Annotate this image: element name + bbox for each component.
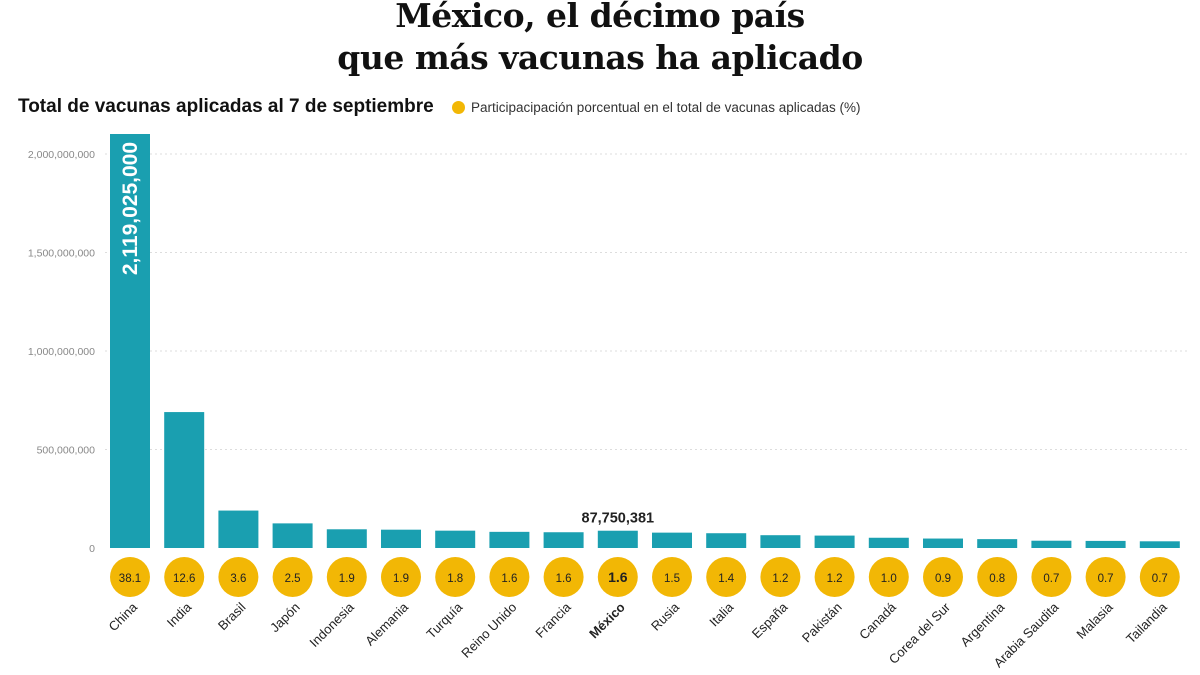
bar-arabia-saudita [1031, 540, 1072, 548]
bar-turquía [435, 530, 476, 548]
percent-label: 1.0 [881, 573, 897, 585]
legend: Participacipación porcentual en el total… [452, 100, 860, 115]
bar-méxico [597, 530, 638, 548]
percent-circle [110, 557, 150, 597]
percent-label: 1.9 [339, 573, 355, 585]
percent-label: 0.7 [1098, 573, 1114, 585]
percent-label: 3.6 [230, 573, 246, 585]
bar-tailandia [1139, 541, 1180, 548]
bar-canadá [868, 537, 909, 548]
percent-label: 1.6 [501, 573, 517, 585]
percent-circle [381, 557, 421, 597]
category-label: Francia [532, 599, 574, 641]
percent-label: 1.8 [447, 573, 463, 585]
percent-circle [597, 557, 638, 597]
percent-circle [326, 557, 367, 597]
data-label-china: 2,119,025,000 [119, 142, 142, 275]
percent-label: 38.1 [119, 573, 141, 585]
percent-circle [272, 557, 313, 597]
percent-circle [706, 557, 747, 597]
percent-circle [164, 557, 205, 597]
category-label: Reino Unido [458, 600, 519, 661]
percent-label: 1.5 [664, 573, 680, 585]
category-label: Italia [706, 599, 737, 630]
percent-label: 1.4 [718, 573, 735, 585]
y-tick-label: 1,000,000,000 [28, 346, 95, 358]
percent-label: 1.2 [772, 573, 788, 585]
category-label: Malasia [1073, 599, 1116, 642]
percent-circle [489, 557, 530, 597]
percent-circle [868, 557, 909, 597]
category-label: México [586, 599, 628, 641]
percent-circle [435, 557, 476, 597]
bar-brasil [218, 510, 259, 548]
data-label-mexico: 87,750,381 [582, 511, 655, 527]
y-tick-label: 0 [89, 543, 95, 555]
percent-label: 1.9 [393, 573, 409, 585]
bar-rusia [652, 532, 692, 548]
bar-corea-del-sur [923, 538, 963, 548]
y-tick-label: 1,500,000,000 [28, 248, 95, 260]
percent-circle [1139, 557, 1180, 597]
percent-label: 0.9 [935, 573, 951, 585]
percent-circle [1085, 557, 1126, 597]
legend-label: Participacipación porcentual en el total… [471, 100, 861, 115]
bar-japón [272, 523, 313, 548]
legend-circle-icon [452, 101, 465, 114]
bar-indonesia [326, 529, 367, 548]
category-label: Argentina [957, 599, 1008, 650]
category-label: Rusia [648, 599, 683, 634]
percent-circle [923, 557, 963, 597]
category-label: Turquía [423, 599, 465, 641]
percent-label: 12.6 [173, 573, 195, 585]
bar-italia [706, 533, 747, 548]
chart-title-line-1: México, el décimo país [395, 0, 805, 35]
bar-india [164, 412, 205, 548]
chart-subtitle: Total de vacunas aplicadas al 7 de septi… [18, 96, 434, 117]
category-label: Alemania [362, 599, 411, 648]
bar-alemania [381, 529, 421, 548]
percent-label: 0.7 [1043, 573, 1059, 585]
y-tick-label: 500,000,000 [37, 445, 96, 457]
percent-circle [543, 557, 584, 597]
percent-label: 2.5 [285, 573, 301, 585]
percent-circle [760, 557, 801, 597]
percent-circle [218, 557, 259, 597]
category-label: India [164, 599, 195, 630]
bar-españa [760, 535, 801, 548]
percent-label: 0.8 [989, 573, 1005, 585]
category-label: Indonesia [306, 599, 357, 650]
percent-label: 1.2 [827, 573, 843, 585]
bar-pakistán [814, 535, 855, 548]
y-tick-label: 2,000,000,000 [28, 149, 95, 161]
bar-china [110, 134, 150, 548]
bar-argentina [977, 539, 1018, 548]
bar-malasia [1085, 540, 1126, 548]
category-label: Canadá [856, 599, 899, 642]
category-label: España [749, 599, 791, 641]
percent-circle [652, 557, 692, 597]
category-label: China [105, 599, 140, 634]
category-label: Japón [267, 600, 303, 636]
category-label: Tailandia [1123, 599, 1170, 646]
percent-circle [1031, 557, 1072, 597]
bar-reino-unido [489, 531, 530, 548]
bar-francia [543, 532, 584, 548]
percent-circle [977, 557, 1018, 597]
percent-label: 1.6 [608, 569, 628, 585]
chart-title-line-2: que más vacunas ha aplicado [337, 38, 863, 77]
category-label: Brasil [215, 599, 249, 633]
category-label: Pakistán [799, 600, 845, 646]
percent-label: 0.7 [1152, 573, 1168, 585]
percent-circle [814, 557, 855, 597]
percent-label: 1.6 [556, 573, 572, 585]
